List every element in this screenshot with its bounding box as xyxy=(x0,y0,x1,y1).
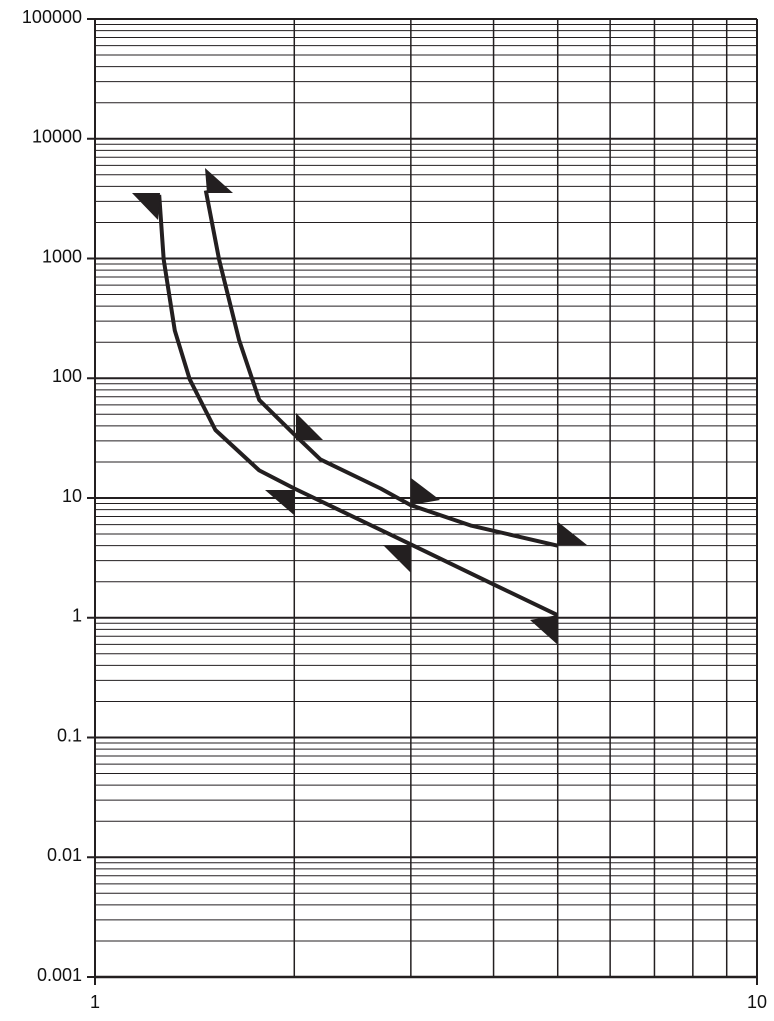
y-tick-label: 1 xyxy=(72,606,82,626)
y-tick-label: 100 xyxy=(52,366,82,386)
x-tick-label: 1 xyxy=(90,992,100,1012)
line-series xyxy=(157,194,559,618)
y-tick-label: 1000 xyxy=(42,246,82,266)
y-tick-label: 0.1 xyxy=(57,725,82,745)
arrowheads xyxy=(132,168,587,645)
y-tick-label: 100000 xyxy=(22,7,82,27)
y-tick-label: 0.001 xyxy=(37,965,82,985)
y-tick-label: 10000 xyxy=(32,127,82,147)
y-tick-label: 10 xyxy=(62,486,82,506)
y-tick-label: 0.01 xyxy=(47,845,82,865)
x-tick-label: 10 xyxy=(747,992,767,1012)
line-series xyxy=(203,190,559,548)
